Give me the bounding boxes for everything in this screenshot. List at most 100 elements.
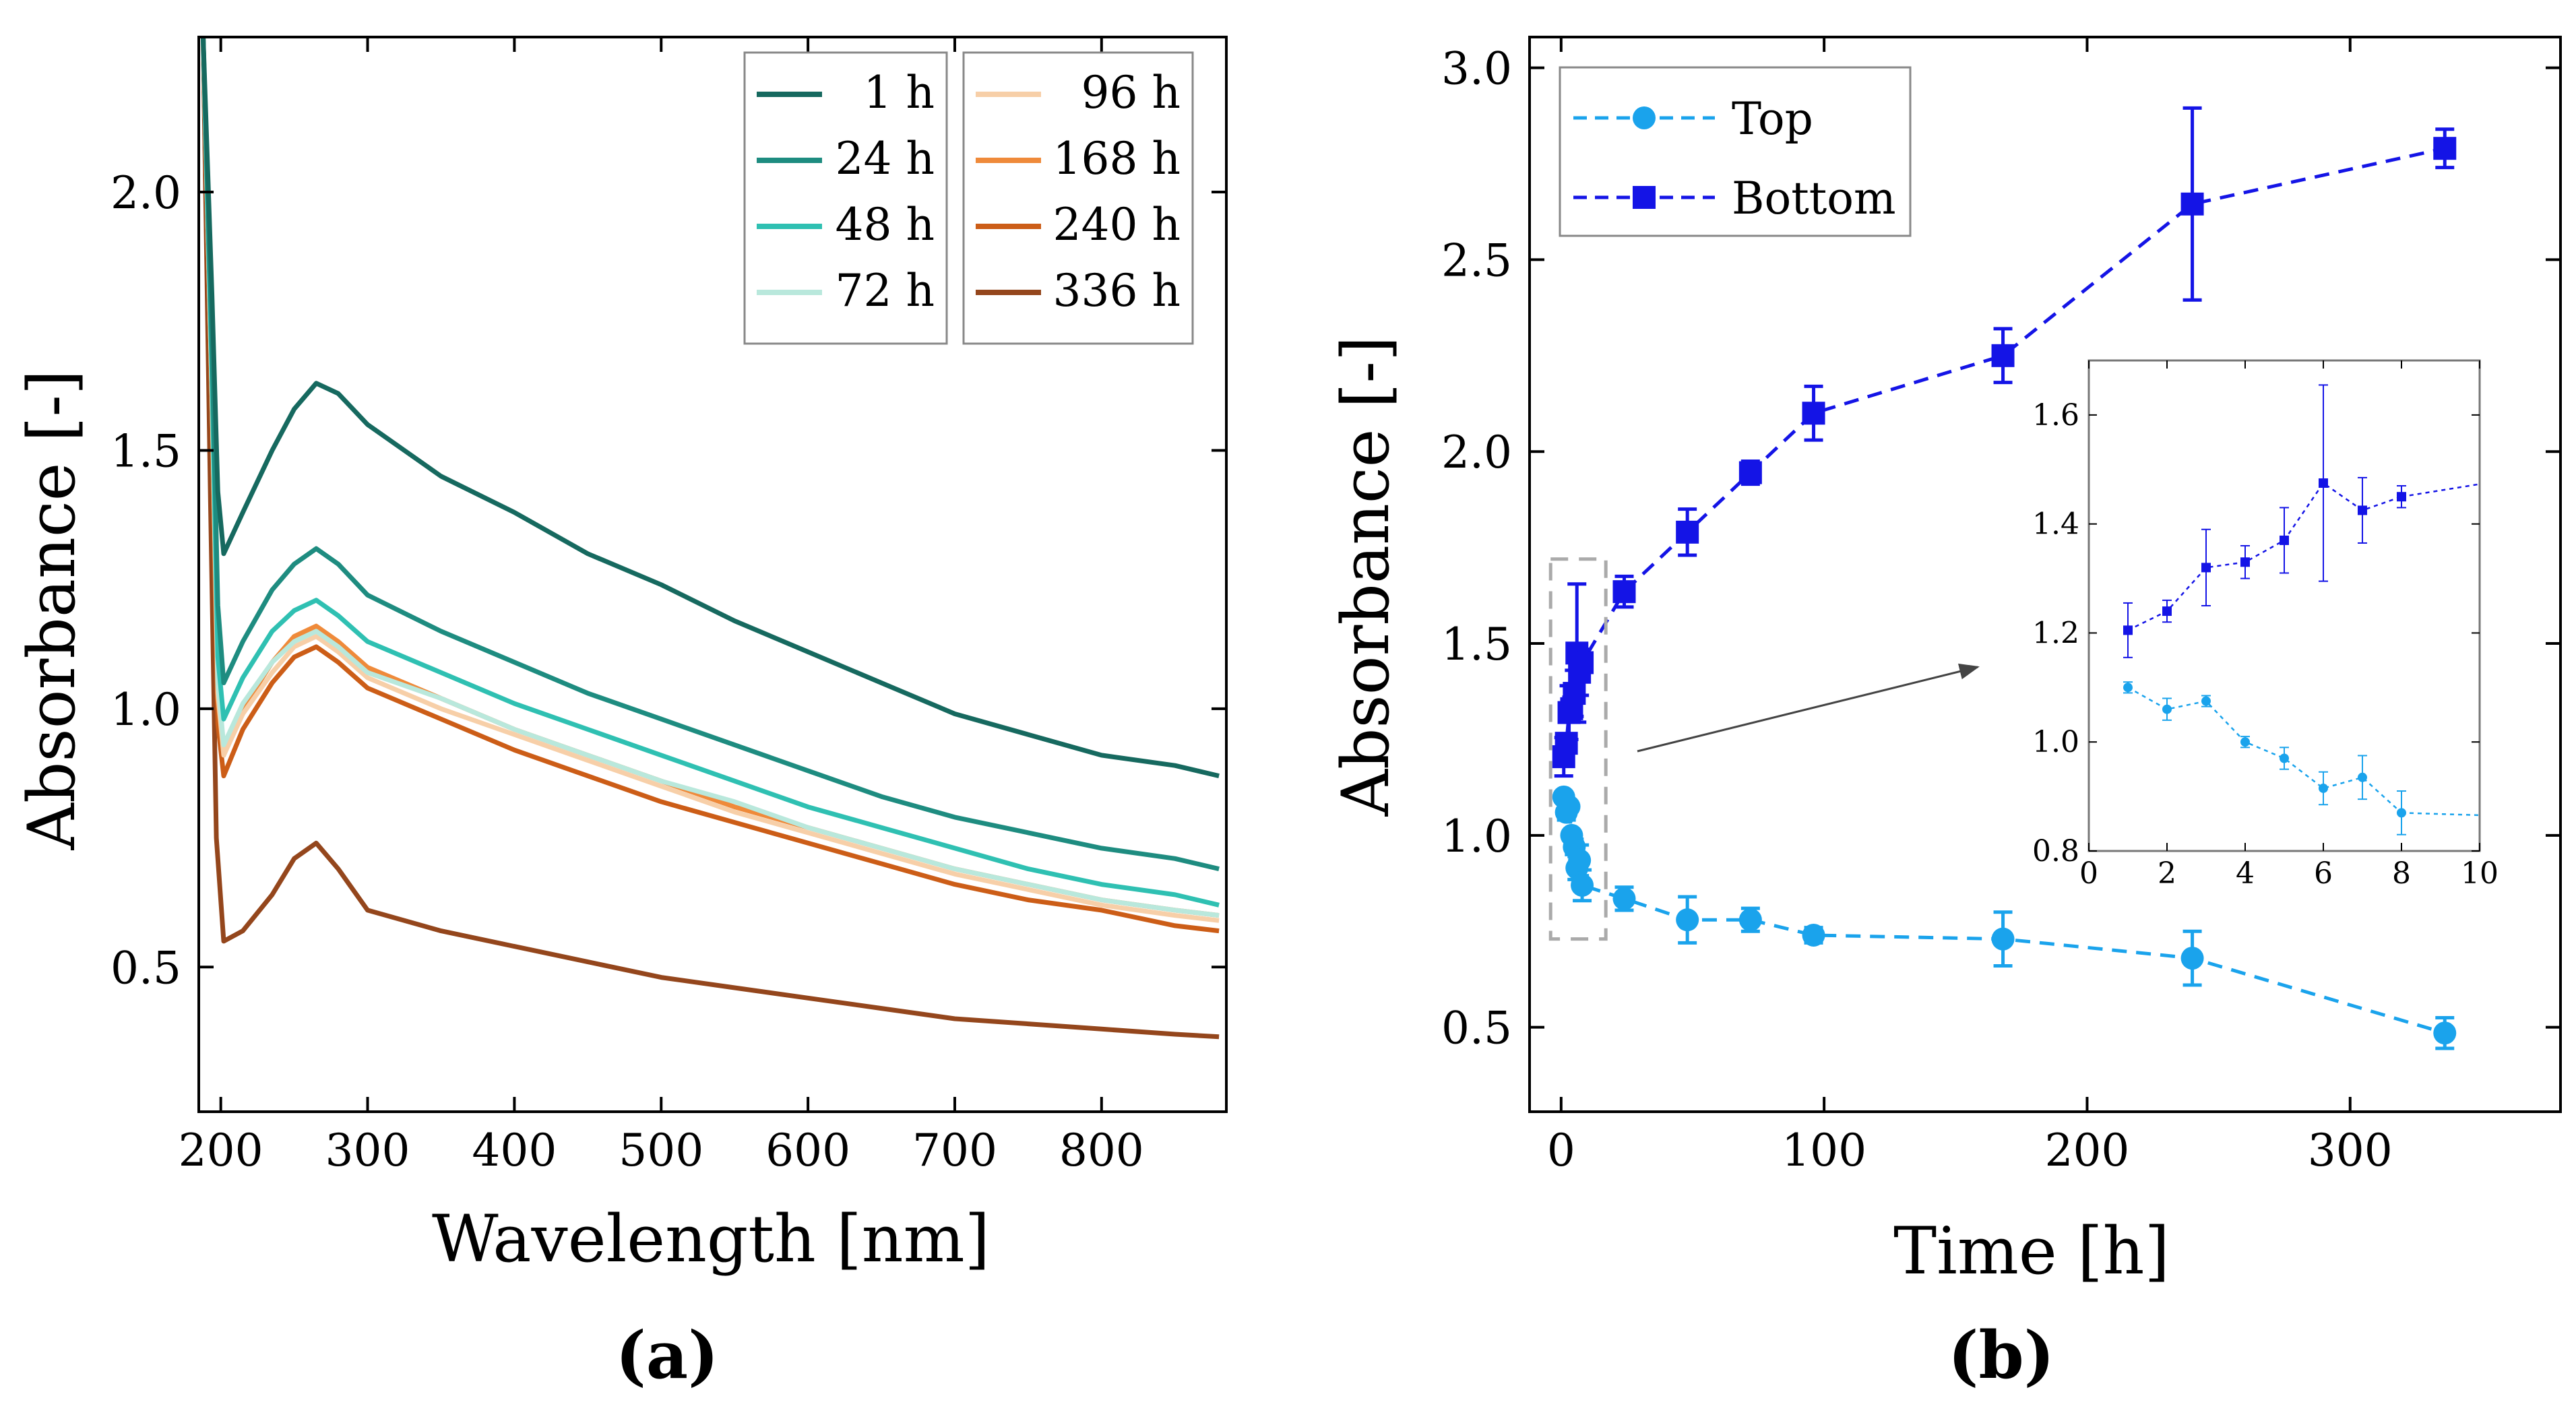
chart-b-point-bottom — [1554, 732, 1578, 755]
chart-b-ytick-label: 1.5 — [1441, 619, 1512, 670]
chart-a-frame — [197, 36, 1228, 1113]
inset-point-bottom — [2201, 563, 2211, 573]
chart-b-legend-marker-bottom — [1633, 186, 1656, 209]
chart-a-spectra: Absorbance [-] Wavelength [nm] (a) 200 30… — [14, 36, 1228, 1393]
chart-b-point-bottom — [2180, 192, 2204, 216]
chart-b-point-bottom — [1676, 520, 1699, 544]
chart-b-point-top — [1568, 848, 1592, 872]
chart-a-xtick-label: 500 — [619, 1125, 703, 1176]
inset-ytick-label: 1.2 — [2032, 616, 2079, 650]
inset-point-top — [2162, 704, 2172, 714]
panel-label-b: (b) — [1948, 1317, 2054, 1393]
chart-b-legend-label-bottom: Bottom — [1732, 172, 1896, 224]
chart-a-ytick-label: 2.0 — [111, 167, 181, 219]
chart-b-point-top — [1676, 908, 1699, 932]
chart-b-point-top — [2180, 947, 2204, 970]
inset-point-top — [2240, 737, 2250, 747]
inset-line-continuation-top — [2401, 812, 2480, 817]
series-line-96h — [201, 37, 1220, 923]
legend-label-48h: 48 h — [836, 199, 935, 251]
chart-b-point-top — [2433, 1021, 2457, 1045]
chart-a-series-group — [201, 37, 1220, 1040]
legend-label-240h: 240 h — [1053, 199, 1181, 251]
inset-point-bottom — [2280, 535, 2289, 545]
series-line-336h — [201, 37, 1220, 1040]
inset-frame — [2087, 359, 2481, 852]
chart-a-xtick-label: 700 — [912, 1125, 997, 1176]
inset-ytick-label: 1.0 — [2032, 725, 2079, 759]
inset-point-bottom — [2162, 606, 2172, 616]
inset-line-bottom — [2127, 482, 2402, 631]
chart-a-xtick-label: 600 — [765, 1125, 850, 1176]
chart-b-point-bottom — [1612, 580, 1636, 604]
series-line-24h — [201, 37, 1220, 872]
panel-label-a: (a) — [615, 1317, 718, 1393]
inset-point-top — [2319, 783, 2328, 793]
chart-a-xtick-label: 200 — [179, 1125, 263, 1176]
chart-a-xtick-label: 800 — [1059, 1125, 1144, 1176]
chart-b-xtick-label: 100 — [1782, 1125, 1866, 1176]
inset-point-bottom — [2240, 557, 2250, 567]
chart-b-point-top — [1557, 795, 1581, 819]
chart-b-point-bottom — [1738, 461, 1762, 484]
inset-xtick-label: 6 — [2314, 856, 2333, 891]
legend-label-96h: 96 h — [1081, 67, 1181, 119]
inset-point-bottom — [2319, 478, 2328, 488]
chart-a-ytick-label: 1.0 — [111, 684, 181, 736]
legend-label-1h: 1 h — [864, 67, 935, 119]
inset-line-continuation-bottom — [2401, 483, 2480, 498]
series-line-1h — [201, 37, 1220, 779]
chart-b-point-bottom — [1571, 651, 1594, 674]
chart-b-point-bottom — [1991, 344, 2015, 367]
legend-label-72h: 72 h — [836, 265, 935, 317]
legend-label-168h: 168 h — [1053, 133, 1181, 185]
chart-b-ytick-label: 0.5 — [1441, 1003, 1512, 1054]
chart-a-xtick-label: 300 — [325, 1125, 410, 1176]
chart-b-point-top — [1738, 908, 1762, 932]
series-line-240h — [201, 37, 1220, 934]
inset-xtick-label: 10 — [2461, 856, 2499, 891]
chart-b-point-bottom — [1563, 682, 1586, 705]
chart-b-frame — [1528, 36, 2562, 1113]
chart-a-xtick-label: 400 — [472, 1125, 557, 1176]
chart-a-xlabel: Wavelength [nm] — [432, 1201, 990, 1277]
inset-xtick-label: 2 — [2158, 856, 2176, 891]
chart-a-ytick-label: 1.5 — [111, 425, 181, 477]
inset-point-top — [2358, 772, 2367, 782]
chart-b-point-bottom — [2433, 137, 2457, 160]
chart-b-ytick-label: 3.0 — [1441, 43, 1512, 95]
inset-ytick-label: 0.8 — [2032, 834, 2079, 868]
chart-b-ytick-label: 2.5 — [1441, 234, 1512, 286]
inset-ytick-label: 1.4 — [2032, 507, 2079, 542]
inset-series-group — [2123, 384, 2480, 835]
chart-b-point-top — [1802, 923, 1825, 947]
inset-ytick-label: 1.6 — [2032, 398, 2079, 433]
chart-b-point-top — [1571, 873, 1594, 897]
inset-point-bottom — [2358, 505, 2367, 515]
chart-b-time-series: Absorbance [-] Time [h] (b) 0 100 200 3000.… — [1328, 36, 2562, 1393]
legend-label-336h: 336 h — [1053, 265, 1181, 317]
chart-b-legend-label-top: Top — [1732, 93, 1813, 145]
zoom-region-box — [1548, 557, 1608, 941]
inset-line-top — [2127, 687, 2402, 814]
chart-b-ytick-label: 1.0 — [1441, 811, 1512, 862]
chart-b-xtick-label: 200 — [2044, 1125, 2129, 1176]
inset-xtick-label: 4 — [2236, 856, 2255, 891]
chart-b-ytick-label: 2.0 — [1441, 426, 1512, 478]
chart-a-ylabel: Absorbance [-] — [14, 370, 90, 851]
inset-point-top — [2123, 683, 2133, 693]
chart-a-ytick-label: 0.5 — [111, 942, 181, 994]
chart-b-point-top — [1991, 927, 2015, 951]
chart-b-legend-box — [1559, 66, 1912, 237]
legend-label-24h: 24 h — [836, 133, 935, 185]
series-line-48h — [201, 37, 1220, 908]
inset-point-bottom — [2123, 625, 2133, 635]
series-line-72h — [201, 37, 1220, 918]
inset-point-top — [2280, 753, 2289, 763]
chart-b-ylabel: Absorbance [-] — [1328, 336, 1404, 817]
chart-b-xtick-label: 0 — [1547, 1125, 1575, 1176]
zoom-arrow — [1637, 663, 1980, 753]
chart-b-legend-marker-top — [1633, 106, 1656, 129]
chart-b-xlabel: Time [h] — [1893, 1213, 2170, 1289]
